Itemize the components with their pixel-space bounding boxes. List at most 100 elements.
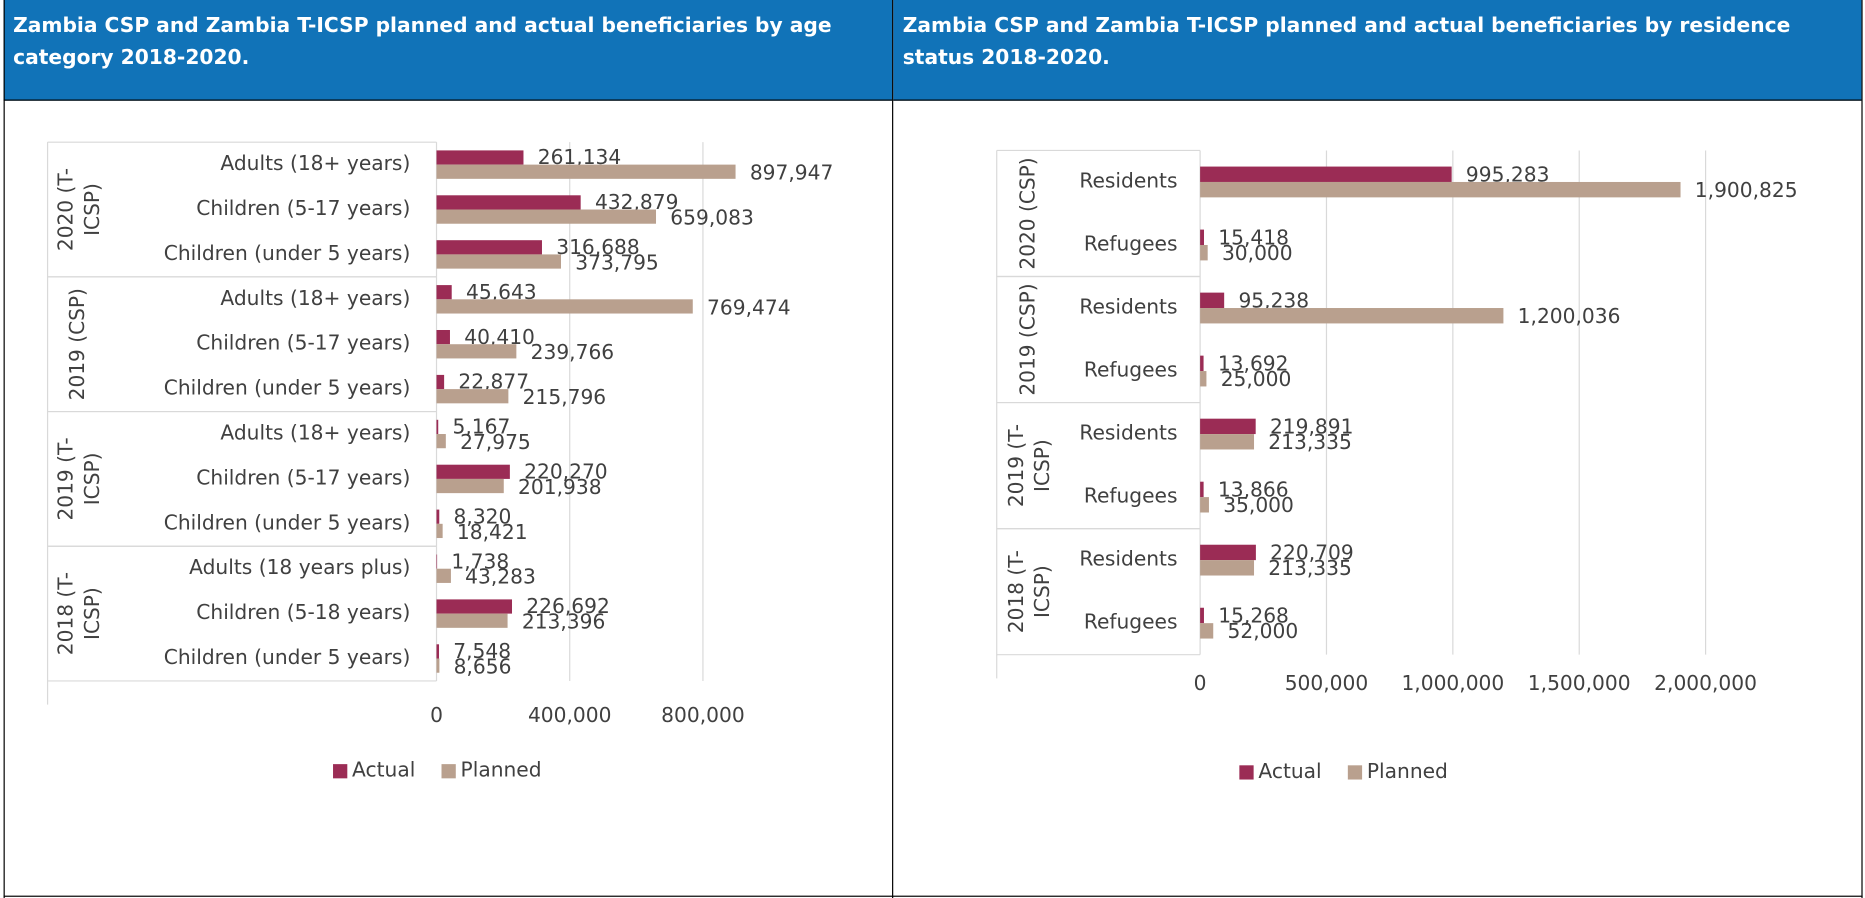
category-label: Children (under 5 years) <box>164 645 411 669</box>
border <box>3 895 1863 897</box>
legend-swatch <box>333 764 348 779</box>
bar <box>436 344 517 359</box>
bar <box>436 164 736 179</box>
bar <box>436 644 440 659</box>
value-label: 8,656 <box>454 655 512 679</box>
value-label: 25,000 <box>1221 367 1292 391</box>
bar <box>436 464 510 479</box>
value-label: 316,688 <box>556 235 640 259</box>
bar <box>436 568 451 583</box>
value-label: 995,283 <box>1466 163 1550 187</box>
value-label: 769,474 <box>707 295 791 319</box>
value-label: 1,738 <box>451 549 509 573</box>
group-label: 2019 (CSP) <box>65 288 89 400</box>
group-label: 2018 (T- ICSP) <box>53 572 103 655</box>
value-label: 897,947 <box>750 161 834 185</box>
bar <box>1200 229 1205 245</box>
x-tick-label: 0 <box>1194 671 1207 695</box>
x-tick-label: 500,000 <box>1285 671 1369 695</box>
bar <box>436 554 438 569</box>
value-label: 27,975 <box>460 430 531 454</box>
bar <box>436 599 513 614</box>
legend-swatch <box>1347 765 1363 780</box>
bar <box>1200 166 1452 182</box>
bar <box>436 329 450 345</box>
group-label: 2019 (CSP) <box>1015 283 1039 395</box>
category-label: Children (5-18 years) <box>196 600 410 624</box>
bar <box>1200 308 1504 324</box>
value-label: 261,134 <box>538 145 622 169</box>
category-label: Adults (18+ years) <box>220 421 410 445</box>
legend-label: Actual <box>352 758 415 782</box>
value-label: 18,421 <box>457 520 528 544</box>
panel-header: Zambia CSP and Zambia T-ICSP planned and… <box>3 0 893 101</box>
x-tick-label: 400,000 <box>528 703 612 727</box>
category-label: Children (under 5 years) <box>164 510 411 534</box>
bar <box>436 195 581 210</box>
value-label: 1,200,036 <box>1518 304 1621 328</box>
value-label: 43,283 <box>465 565 536 589</box>
value-label: 13,866 <box>1218 478 1289 502</box>
category-label: Residents <box>1079 295 1177 319</box>
legend-label: Planned <box>461 758 542 782</box>
x-tick-label: 0 <box>430 703 443 727</box>
value-label: 5,167 <box>453 415 511 439</box>
panel-header: Zambia CSP and Zambia T-ICSP planned and… <box>893 0 1862 101</box>
value-label: 220,270 <box>524 460 608 484</box>
category-label: Children (5-17 years) <box>196 196 410 220</box>
group-label: 2018 (T- ICSP) <box>1003 550 1053 633</box>
category-label: Adults (18+ years) <box>220 286 410 310</box>
value-label: 7,548 <box>453 639 511 663</box>
value-label: 30,000 <box>1222 241 1293 265</box>
bar <box>1200 244 1208 261</box>
legend-swatch <box>441 764 456 779</box>
value-label: 22,877 <box>458 370 529 394</box>
group-label: 2020 (CSP) <box>1015 157 1039 269</box>
bar <box>436 389 509 404</box>
value-label: 659,083 <box>670 206 754 230</box>
category-label: Refugees <box>1084 484 1178 508</box>
x-tick-label: 800,000 <box>661 703 745 727</box>
border <box>892 0 894 898</box>
border <box>1861 0 1863 898</box>
legend-label: Actual <box>1258 759 1321 783</box>
bar <box>436 434 446 449</box>
category-label: Children (5-17 years) <box>196 331 410 355</box>
value-label: 239,766 <box>531 340 615 364</box>
value-label: 373,795 <box>575 250 659 274</box>
bar <box>436 419 439 435</box>
value-label: 95,238 <box>1238 289 1309 313</box>
bar <box>1200 292 1225 309</box>
category-label: Adults (18+ years) <box>220 151 410 175</box>
group-label: 2019 (T- ICSP) <box>53 437 103 520</box>
category-label: Residents <box>1079 168 1177 192</box>
bar <box>436 209 657 224</box>
value-label: 213,335 <box>1268 556 1352 580</box>
group-label: 2019 (T- ICSP) <box>1003 424 1053 507</box>
group-label: 2020 (T- ICSP) <box>53 168 103 251</box>
bar <box>1200 544 1256 561</box>
border <box>3 0 5 898</box>
value-label: 213,396 <box>522 610 606 634</box>
value-label: 45,643 <box>466 280 537 304</box>
bar <box>1200 497 1209 513</box>
category-label: Children (under 5 years) <box>164 376 411 400</box>
bar <box>436 509 440 524</box>
bar <box>1200 607 1204 624</box>
value-label: 226,692 <box>526 594 610 618</box>
x-tick-label: 2,000,000 <box>1654 671 1757 695</box>
category-label: Residents <box>1079 421 1177 445</box>
bar <box>1200 623 1214 639</box>
value-label: 52,000 <box>1228 619 1299 643</box>
legend-swatch <box>1239 765 1254 780</box>
bar <box>1200 481 1204 498</box>
category-label: Refugees <box>1084 610 1178 634</box>
bar <box>436 285 452 300</box>
value-label: 8,320 <box>454 504 512 528</box>
category-label: Residents <box>1079 547 1177 571</box>
bar <box>436 478 504 494</box>
value-label: 201,938 <box>518 475 602 499</box>
value-label: 15,418 <box>1218 226 1289 250</box>
